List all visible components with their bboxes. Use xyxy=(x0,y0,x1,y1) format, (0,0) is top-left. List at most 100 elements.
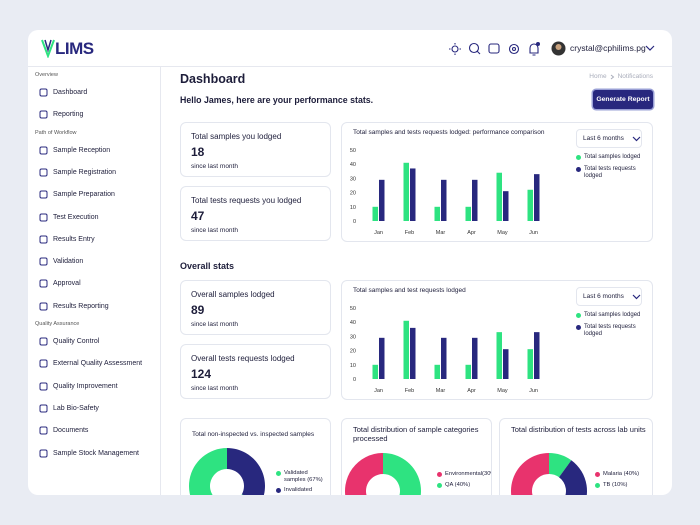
sidebar-item[interactable]: Sample Reception xyxy=(39,146,110,155)
legend-swatch xyxy=(437,472,442,477)
x-tick-label: Feb xyxy=(405,230,414,236)
stat-value: 89 xyxy=(191,303,205,317)
theme-icon[interactable] xyxy=(451,45,459,53)
sidebar-item-label: Test Execution xyxy=(53,213,99,221)
icon-shape xyxy=(39,426,48,435)
sidebar-item[interactable]: External Quality Assessment xyxy=(39,359,142,368)
sidebar-section-label: Quality Assurance xyxy=(35,321,80,327)
sidebar-item[interactable]: Sample Stock Management xyxy=(39,449,139,458)
bar xyxy=(372,364,378,379)
avatar[interactable] xyxy=(551,41,566,56)
sidebar-icon xyxy=(39,382,48,391)
search-icon[interactable] xyxy=(468,42,480,54)
icon-shape xyxy=(39,382,48,391)
donut-slice xyxy=(227,448,265,495)
donut-slice xyxy=(383,453,421,495)
sidebar-item[interactable]: Validation xyxy=(39,257,83,266)
sidebar-item-label: Sample Stock Management xyxy=(53,449,139,457)
sidebar-item[interactable]: Approval xyxy=(39,279,81,288)
settings-icon[interactable] xyxy=(508,43,520,55)
bar xyxy=(379,179,385,221)
legend-swatch xyxy=(276,471,281,476)
sidebar-item-label: Results Entry xyxy=(53,235,95,243)
sidebar-icon xyxy=(39,404,48,413)
stat-value: 124 xyxy=(191,367,212,381)
sidebar-item-label: Dashboard xyxy=(53,89,88,96)
sidebar-item[interactable]: Sample Registration xyxy=(39,168,116,177)
legend-label: Malaria (40%) xyxy=(603,471,640,477)
user-menu-chevron[interactable] xyxy=(645,44,655,52)
chart-card: Total samples and tests requests lodged:… xyxy=(341,122,653,242)
legend-item: Invalidated xyxy=(276,487,328,494)
sidebar-item[interactable]: Results Reporting xyxy=(39,302,109,311)
legend-swatch xyxy=(576,313,581,318)
sidebar-item-label: Results Reporting xyxy=(53,302,109,310)
sidebar-item[interactable]: Results Entry xyxy=(39,235,95,244)
chart-title: Total samples and tests requests lodged:… xyxy=(353,129,545,136)
sidebar-icon xyxy=(39,257,48,266)
x-tick-label: May xyxy=(497,230,508,236)
dropdown-label: Last 6 months xyxy=(583,135,624,142)
donut-chart xyxy=(345,453,421,495)
stat-note: since last month xyxy=(191,163,238,170)
app-window: LIMS crystal@cphilims.pg Overview Dashboa… xyxy=(28,30,672,495)
bar xyxy=(441,179,447,221)
period-dropdown[interactable]: Last 6 months xyxy=(576,129,642,148)
sidebar-item[interactable]: Dashboard xyxy=(39,88,87,97)
sidebar: Overview Dashboard Reporting Path of Workfl… xyxy=(28,67,161,495)
bar-chart: 0 10 20 30 40 50 Jan Feb Mar Apr May Jun xyxy=(350,306,540,394)
generate-report-button[interactable]: Generate Report xyxy=(593,90,653,109)
bell-icon[interactable] xyxy=(529,43,539,56)
sidebar-icon xyxy=(39,213,48,221)
stat-label: Total tests requests you lodged xyxy=(191,196,302,205)
y-tick-label: 20 xyxy=(350,349,356,355)
sidebar-item-label: Quality Improvement xyxy=(53,382,118,390)
sidebar-item-label: Approval xyxy=(53,280,81,288)
sidebar-item[interactable]: Sample Preparation xyxy=(39,190,115,199)
sidebar-item-label: Sample Registration xyxy=(53,168,117,176)
sidebar-item[interactable]: Lab Bio-Safety xyxy=(39,404,99,413)
icon-shape xyxy=(39,235,48,244)
legend-item: Total samples lodged xyxy=(576,312,646,319)
legend-label: TB (10%) xyxy=(603,482,628,488)
legend-swatch xyxy=(576,325,581,330)
period-dropdown[interactable]: Last 6 months xyxy=(576,287,642,306)
chart-card: Total distribution of sample categories … xyxy=(341,418,492,495)
breadcrumb-link[interactable]: Home xyxy=(589,73,607,80)
bar xyxy=(472,337,478,379)
header-icons xyxy=(449,42,540,56)
sidebar-item[interactable]: Quality Control xyxy=(39,337,99,346)
sidebar-item[interactable]: Test Execution xyxy=(39,213,99,222)
legend-label: Total tests requests lodged xyxy=(584,324,636,337)
stat-card: Overall tests requests lodged 124 since la… xyxy=(180,344,331,399)
legend-item: Validated samples (67%) xyxy=(276,470,328,484)
dropdown-chevron xyxy=(632,294,641,299)
breadcrumb-current: Notifications xyxy=(617,73,653,80)
legend-label: Environmental(30%) xyxy=(445,471,491,477)
sidebar-item[interactable]: Documents xyxy=(39,426,88,435)
sidebar-item-label: Documents xyxy=(53,427,89,435)
legend-item: Total tests requests lodged xyxy=(576,324,646,338)
bar xyxy=(534,174,540,221)
y-tick-label: 0 xyxy=(353,219,356,225)
legend-item: Malaria (40%) xyxy=(595,471,647,478)
sidebar-item[interactable]: Quality Improvement xyxy=(39,382,118,391)
sidebar-item[interactable]: Reporting xyxy=(39,110,83,119)
stat-note: since last month xyxy=(191,227,238,234)
section-title: Overall stats xyxy=(180,261,235,271)
icon-shape xyxy=(39,190,48,199)
bar xyxy=(403,320,409,379)
chart-title: Total distribution of tests across lab u… xyxy=(511,425,646,434)
legend-label: Validated samples (67%) xyxy=(284,470,323,483)
sidebar-icon xyxy=(39,88,48,97)
user-email[interactable]: crystal@cphilims.pg xyxy=(570,43,646,53)
chat-icon[interactable] xyxy=(488,43,500,54)
bar xyxy=(534,332,540,379)
sidebar-icon xyxy=(39,168,48,177)
y-tick-label: 40 xyxy=(350,162,356,168)
page-title: Dashboard xyxy=(180,72,246,86)
donut-slice xyxy=(189,448,244,495)
dropdown-chevron xyxy=(632,136,641,141)
logo-icon xyxy=(41,39,55,58)
